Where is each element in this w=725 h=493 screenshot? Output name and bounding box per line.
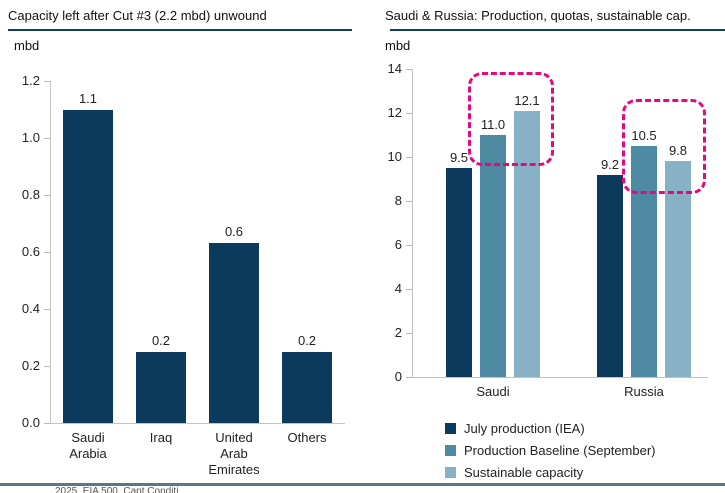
- x-axis-category-label: Saudi: [476, 384, 510, 399]
- bar-value-label: 9.8: [668, 143, 688, 159]
- y-axis-tick: [406, 289, 412, 290]
- left-title-rule: [8, 29, 352, 31]
- left-axis-unit-label: mbd: [14, 38, 40, 53]
- x-axis-category-label: Russia: [624, 384, 664, 399]
- y-axis-tick-label: 0.8: [21, 187, 40, 202]
- y-axis-tick-label: 2: [394, 325, 402, 340]
- bar-russia-3: [665, 161, 691, 377]
- left-bar-chart-plot: 0.0 0.2 0.4 0.6 0.8 1.0 1.2 1.1 Saudi Arabia 0.2 I…: [0, 0, 362, 493]
- x-axis-category-label: Saudi Arabia: [69, 430, 107, 461]
- bar-value-label: 0.2: [151, 332, 171, 348]
- y-axis-tick: [406, 245, 412, 246]
- y-axis-tick-label: 6: [394, 237, 402, 252]
- y-axis-tick: [406, 69, 412, 70]
- y-axis-tick: [44, 138, 50, 139]
- legend-item: July production (IEA): [445, 420, 585, 436]
- bar-saudi: [63, 109, 113, 423]
- legend-item-label: July production (IEA): [464, 420, 585, 436]
- bar-united: [209, 243, 259, 423]
- source-note-clipped: 2025, EIA 500, Capt Conditi: [55, 486, 179, 493]
- y-axis-tick-label: 4: [394, 281, 402, 296]
- left-chart-title: Capacity left after Cut #3 (2.2 mbd) unw…: [8, 8, 267, 23]
- y-axis-tick-label: 1.0: [21, 130, 40, 145]
- right-chart-title: Saudi & Russia: Production, quotas, sust…: [385, 8, 691, 23]
- y-axis-tick-label: 0.2: [21, 358, 40, 373]
- bar-value-label: 0.2: [297, 332, 317, 348]
- bar-value-label: 0.6: [224, 224, 244, 240]
- legend-item: Production Baseline (September): [445, 442, 656, 458]
- legend-swatch-icon: [445, 444, 456, 456]
- right-chart-panel: Saudi & Russia: Production, quotas, sust…: [363, 0, 725, 493]
- highlight-dashed-box-saudi: [468, 72, 554, 166]
- legend-item-label: Production Baseline (September): [464, 442, 656, 458]
- y-axis-tick-label: 14: [387, 61, 402, 76]
- legend-item: Sustainable capacity: [445, 464, 583, 480]
- right-grouped-bar-chart-plot: 0 2 4 6 8 10 12 14 9.5 11.0 12.1 Saudi 9.2 10.5 9.8 Rus…: [363, 0, 725, 493]
- x-axis-line: [50, 423, 345, 424]
- x-axis-line: [412, 377, 708, 378]
- x-axis-category-label: Others: [287, 430, 327, 445]
- y-axis-tick: [44, 309, 50, 310]
- y-axis-tick: [406, 377, 412, 378]
- y-axis-tick: [406, 333, 412, 334]
- y-axis-tick-label: 10: [387, 149, 402, 164]
- left-chart-panel: Capacity left after Cut #3 (2.2 mbd) unw…: [0, 0, 362, 493]
- footer-rule: [0, 483, 725, 486]
- y-axis-tick: [44, 252, 50, 253]
- right-axis-unit-label: mbd: [385, 38, 411, 53]
- bar-value-label: 12.1: [514, 92, 540, 108]
- bar-others: [282, 351, 332, 423]
- bar-value-label: 9.5: [449, 150, 469, 165]
- legend-swatch-icon: [445, 466, 456, 478]
- y-axis-tick-label: 1.2: [21, 73, 40, 88]
- y-axis-tick: [406, 157, 412, 158]
- bar-value-label: 9.2: [600, 156, 620, 172]
- bar-russia-1: [597, 174, 623, 377]
- legend-item-label: Sustainable capacity: [464, 464, 584, 480]
- highlight-dashed-box-russia: [622, 99, 706, 194]
- y-axis-tick-label: 0.4: [21, 301, 40, 316]
- y-axis-tick: [406, 113, 412, 114]
- bar-saudi-1: [446, 168, 472, 377]
- y-axis-tick-label: 12: [387, 105, 402, 120]
- bar-saudi-3: [514, 110, 540, 377]
- y-axis-line: [50, 81, 51, 424]
- right-title-rule: [390, 29, 725, 31]
- bar-saudi-2: [480, 135, 506, 377]
- bar-value-label: 11.0: [480, 117, 506, 132]
- y-axis-tick-label: 8: [394, 193, 402, 208]
- x-axis-category-label: Iraq: [149, 430, 173, 445]
- bar-value-label: 10.5: [631, 128, 657, 143]
- y-axis-tick: [44, 195, 50, 196]
- y-axis-tick: [44, 81, 50, 82]
- y-axis-tick-label: 0.6: [21, 244, 40, 259]
- bar-value-label: 1.1: [78, 90, 98, 106]
- y-axis-tick: [44, 423, 50, 424]
- y-axis-tick: [44, 366, 50, 367]
- y-axis-tick-label: 0: [394, 369, 402, 384]
- legend-swatch-icon: [445, 422, 456, 434]
- bar-iraq: [136, 351, 186, 423]
- y-axis-tick-label: 0.0: [21, 415, 40, 430]
- y-axis-line: [412, 69, 413, 378]
- x-axis-category-label: United Arab Emirates: [208, 430, 260, 477]
- y-axis-tick: [406, 201, 412, 202]
